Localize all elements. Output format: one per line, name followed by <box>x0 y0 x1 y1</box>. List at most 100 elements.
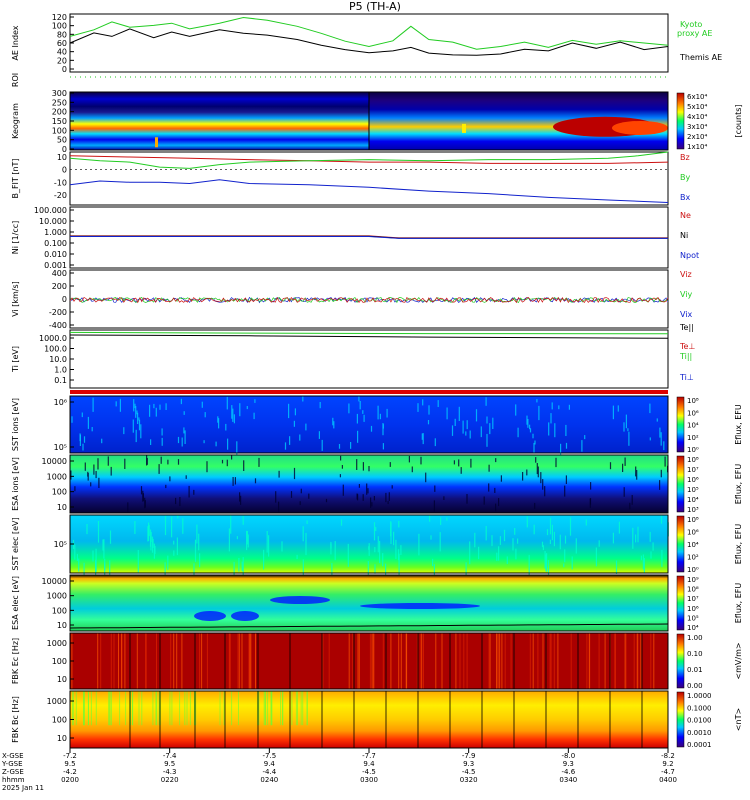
esa-elec-sc-potential <box>69 623 669 629</box>
sst_elec-streak <box>236 536 238 540</box>
esa_ion-streak <box>420 456 422 465</box>
esa_ion-streak <box>483 496 485 505</box>
esa_ion-streak <box>140 486 143 495</box>
keogram-ylabel: Keogram <box>11 103 20 139</box>
sst_ion-streak <box>81 412 83 418</box>
sst_elec-streak <box>506 556 508 564</box>
fbk_e-streak <box>249 633 251 689</box>
xaxis-tick-label: -4.7 <box>661 768 675 776</box>
ae-legend-proxy: proxy AE <box>677 29 712 38</box>
sst_ion-colorbar-tick: 10⁸ <box>687 397 699 405</box>
sst_ion-streak <box>627 428 629 432</box>
sst_ion-streak <box>101 438 103 444</box>
sst_elec-streak <box>498 546 500 561</box>
xaxis-tick-label: 9.2 <box>662 760 673 768</box>
sst_elec-colorbar-label: Eflux, EFU <box>734 524 743 565</box>
sst_ion-streak <box>225 423 227 431</box>
esa_ion-streak <box>387 501 389 505</box>
esa_ion-streak <box>535 457 537 463</box>
xaxis-tick-label: 9.3 <box>563 760 574 768</box>
sst_ion-colorbar <box>676 396 685 453</box>
esa_ion-streak <box>391 485 393 489</box>
esa_ion-streak <box>275 491 277 503</box>
esa_ion-streak <box>495 458 497 463</box>
esa_ion-colorbar-label: Eflux, EFU <box>734 464 743 505</box>
sst_ion-streak <box>201 401 203 408</box>
sst_ion-streak <box>79 434 81 446</box>
sst_elec-streak <box>164 515 167 536</box>
esa_ion-streak <box>411 466 413 473</box>
esa_ion-streak <box>342 484 344 496</box>
keogram-colorbar-tick: 3x10⁴ <box>687 123 708 131</box>
sst_ion-streak <box>161 437 163 446</box>
sst_ion-colorbar-tick: 10⁴ <box>687 422 699 430</box>
ae-series-themisae <box>69 28 669 56</box>
fbk_e-streak <box>496 633 497 689</box>
sst_elec-streak <box>266 531 268 553</box>
ae-legend-kyoto: Kyoto <box>680 20 702 29</box>
esa_ion-streak <box>254 478 257 484</box>
esa_ion-ytick-label: 100 <box>52 488 67 497</box>
sst_ion-streak <box>480 426 482 438</box>
xaxis-row-label: Y-GSE <box>1 760 23 768</box>
keogram-ytick-label: 300 <box>52 89 67 98</box>
esa_ion-streak <box>98 477 100 488</box>
sst_ion-streak <box>625 414 627 429</box>
sst_ion-streak <box>177 436 180 444</box>
sst_ion-streak <box>612 405 614 420</box>
fbk_e-streak <box>170 633 172 689</box>
fbk_e-streak <box>400 633 402 689</box>
esa_ion-panel-frame <box>69 454 669 514</box>
sst_elec-streak <box>446 517 448 521</box>
sst_elec-streak <box>549 517 552 535</box>
keogram-ytick-label: 150 <box>52 117 67 126</box>
sst_ion-streak <box>181 437 183 447</box>
sst_elec-streak <box>347 543 349 567</box>
fbk_b-streak <box>138 691 140 726</box>
fbk_e-streak <box>390 633 392 689</box>
sst_elec-streak <box>542 545 544 551</box>
ae-ytick-label: 100 <box>52 22 67 31</box>
fbk_e-streak <box>118 633 119 689</box>
esa_ion-streak <box>408 456 410 463</box>
sst_ion-streak <box>421 433 423 440</box>
sst_ion-streak <box>289 436 291 445</box>
esa_ion-streak <box>239 492 241 502</box>
fbk_b-streak <box>90 691 92 726</box>
esa_elec-ytick-label: 1000 <box>47 592 67 601</box>
fbk_b-streak <box>158 691 160 726</box>
sst_elec-streak <box>246 530 248 551</box>
sst_elec-streak <box>194 539 197 562</box>
fbk_e-streak <box>97 633 99 689</box>
sst_elec-ylabel-group: SST elec [eV] <box>11 517 20 570</box>
temperature-series-te <box>69 334 669 339</box>
esa_ion-streak <box>622 463 624 472</box>
bfield-ytick-label: -20 <box>54 191 67 200</box>
keogram-colorbar-tick: 2x10⁴ <box>687 133 708 141</box>
sst_elec-streak <box>375 526 377 531</box>
density-ytick-label: 0.010 <box>44 250 67 259</box>
esa-elec-dip <box>270 596 330 604</box>
sst_ion-streak <box>333 421 335 429</box>
xaxis-tick-label: 9.5 <box>64 760 75 768</box>
ae-series-kyotoproxyae <box>69 16 669 50</box>
sst_ion-streak <box>469 430 471 439</box>
fbk_e-streak <box>488 633 490 689</box>
sst_ion-streak <box>581 440 583 452</box>
fbk_e-streak <box>145 633 146 689</box>
sst_elec-streak <box>193 563 195 584</box>
sst_ion-streak <box>71 416 73 423</box>
density-ytick-label: 0.001 <box>44 261 67 270</box>
sst_elec-streak <box>430 535 432 540</box>
esa_ion-streak <box>494 487 496 493</box>
esa_ion-streak <box>299 501 301 506</box>
esa_ion-streak <box>371 502 373 507</box>
esa_ion-streak <box>362 494 364 501</box>
sst_ion-streak <box>486 416 488 424</box>
sst_elec-streak <box>167 555 169 570</box>
sst_ion-streak <box>532 433 534 439</box>
esa_ion-ytick-label: 10000 <box>42 457 67 466</box>
xaxis-tick-label: -7.4 <box>163 752 177 760</box>
esa_ion-image <box>70 455 668 513</box>
sst_elec-ytick-label: 10⁵ <box>54 540 67 549</box>
